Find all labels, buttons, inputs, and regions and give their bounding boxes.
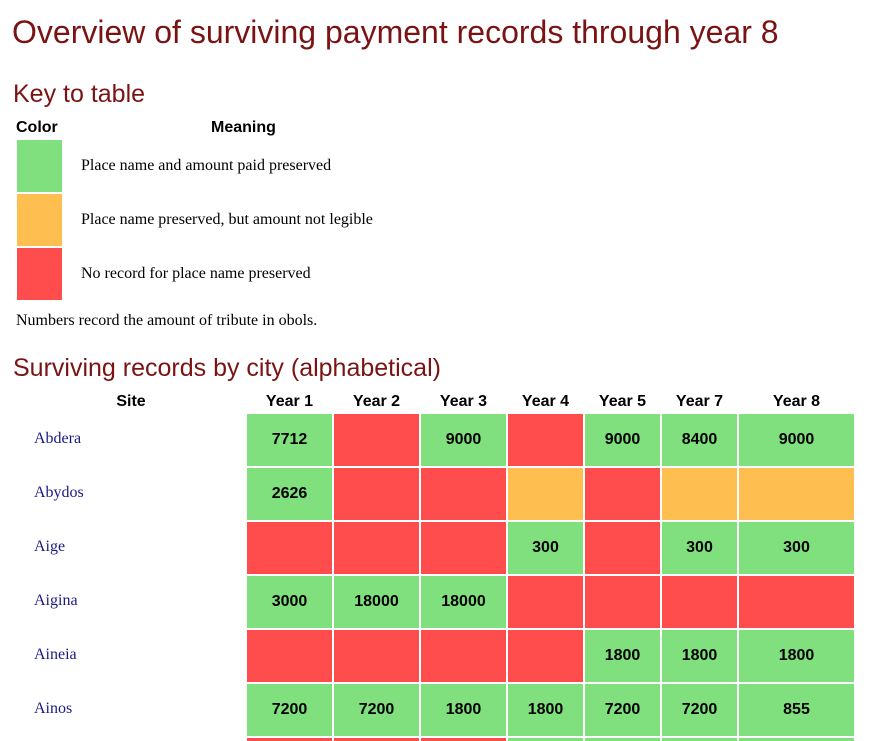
column-header-year-2: Year 2 [352,393,401,410]
record-cell: 1800 [585,630,660,682]
record-cell: 18000 [421,576,506,628]
key-color-header: Color [16,119,58,136]
site-name: Ainos [34,700,73,717]
key-note: Numbers record the amount of tribute in … [16,312,318,329]
key-text-green: Place name and amount paid preserved [81,157,332,174]
record-cell-partial [421,738,506,741]
record-cell: 7712 [247,414,332,466]
key-text-red: No record for place name preserved [81,265,311,282]
record-cell: 9000 [585,414,660,466]
column-header-year-4: Year 4 [521,393,570,410]
record-cell: 2626 [247,468,332,520]
record-cell [421,522,506,574]
column-header-year-5: Year 5 [598,393,647,410]
site-name: Abdera [34,430,82,447]
record-cell: 8400 [662,414,737,466]
record-cell [739,576,854,628]
record-cell: 9000 [421,414,506,466]
record-cell [334,522,419,574]
record-cell: 1800 [508,684,583,736]
record-cell [662,576,737,628]
record-cell [334,630,419,682]
record-cell [247,522,332,574]
key-swatch-orange [17,194,62,246]
page-title: Overview of surviving payment records th… [12,14,779,50]
site-name: Aigina [34,592,78,609]
record-cell [421,468,506,520]
record-cell: 7200 [247,684,332,736]
record-cell: 7200 [662,684,737,736]
record-cell: 855 [739,684,854,736]
record-cell: 3000 [247,576,332,628]
record-cell [585,468,660,520]
key-heading: Key to table [13,80,146,108]
record-cell [508,576,583,628]
column-header-site: Site [116,393,146,410]
record-cell [508,468,583,520]
site-name: Aige [34,538,66,555]
record-cell-partial [334,738,419,741]
record-cell [585,576,660,628]
record-cell: 9000 [739,414,854,466]
key-swatch-red [17,248,62,300]
record-cell [334,414,419,466]
record-cell-partial [247,738,332,741]
record-cell: 300 [739,522,854,574]
column-header-year-1: Year 1 [265,393,314,410]
record-cell [508,414,583,466]
record-cell [421,630,506,682]
record-cell: 7200 [334,684,419,736]
record-cell: 300 [508,522,583,574]
column-header-year-3: Year 3 [439,393,488,410]
records-heading: Surviving records by city (alphabetical) [13,354,441,382]
record-cell: 1800 [421,684,506,736]
record-cell [739,468,854,520]
key-text-orange: Place name preserved, but amount not leg… [81,211,373,228]
record-cell: 1800 [662,630,737,682]
record-cell-partial [585,738,660,741]
site-name: Abydos [34,484,84,501]
column-header-year-7: Year 7 [675,393,724,410]
record-cell [247,630,332,682]
record-cell: 1800 [739,630,854,682]
record-cell: 18000 [334,576,419,628]
record-cell [508,630,583,682]
record-cell-partial [508,738,583,741]
record-cell [662,468,737,520]
record-cell: 300 [662,522,737,574]
record-cell [585,522,660,574]
record-cell-partial [662,738,737,741]
key-meaning-header: Meaning [211,119,276,136]
site-name: Aineia [34,646,77,663]
record-cell: 7200 [585,684,660,736]
column-header-year-8: Year 8 [772,393,821,410]
record-cell-partial [739,738,854,741]
key-swatch-green [17,140,62,192]
record-cell [334,468,419,520]
